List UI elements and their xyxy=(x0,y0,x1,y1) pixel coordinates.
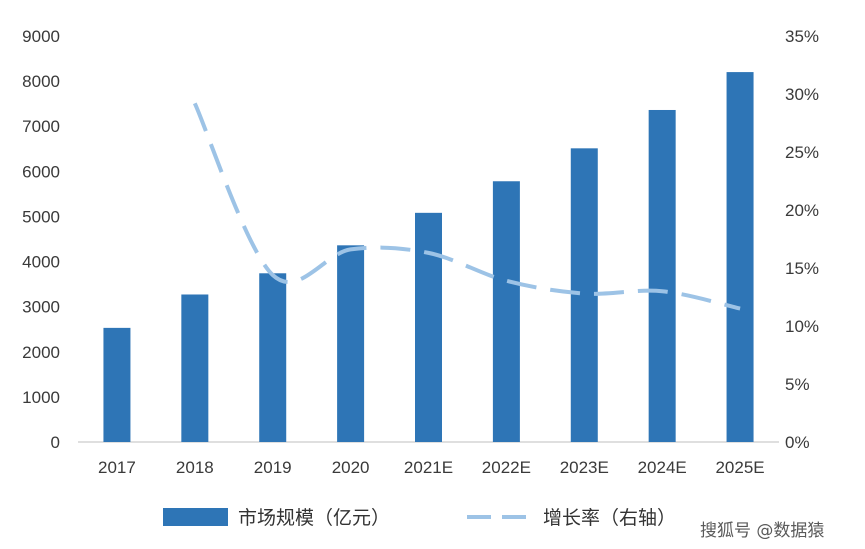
x-axis-ticks: 2017 2018 2019 2020 2021E 2022E 2023E 2024E 2025… xyxy=(98,458,765,477)
y-left-tick-label: 9000 xyxy=(22,27,60,46)
legend-line-label: 增长率（右轴） xyxy=(543,507,676,529)
y-left-tick-label: 0 xyxy=(51,433,60,452)
bar xyxy=(570,148,598,442)
bar xyxy=(415,212,442,442)
bar xyxy=(259,273,287,442)
y-axis-right-ticks: 0% 5% 10% 15% 20% 25% 30% 35% xyxy=(785,27,819,452)
y-right-tick-label: 5% xyxy=(785,375,810,394)
legend-bar-label: 市场规模（亿元） xyxy=(238,507,390,529)
x-tick-label: 2024E xyxy=(638,458,687,477)
y-left-tick-label: 8000 xyxy=(22,72,60,91)
y-right-tick-label: 30% xyxy=(785,85,819,104)
y-right-tick-label: 25% xyxy=(785,143,819,162)
watermark: 搜狐号 @数据猿 xyxy=(700,521,824,541)
x-tick-label: 2025E xyxy=(715,458,764,477)
x-tick-label: 2020 xyxy=(332,458,370,477)
y-left-tick-label: 5000 xyxy=(22,207,60,226)
y-axis-left-ticks: 0 1000 2000 3000 4000 5000 6000 7000 8000 9000 xyxy=(22,27,60,452)
legend-bar-swatch xyxy=(163,508,228,526)
y-left-tick-label: 3000 xyxy=(22,298,60,317)
bar-series xyxy=(103,72,754,442)
growth-rate-line xyxy=(192,102,741,311)
bar xyxy=(492,181,520,442)
legend: 市场规模（亿元） 增长率（右轴） xyxy=(163,507,676,529)
x-tick-label: 2019 xyxy=(254,458,292,477)
bar xyxy=(337,245,365,442)
bar xyxy=(648,109,676,442)
bar xyxy=(726,72,754,442)
y-left-tick-label: 6000 xyxy=(22,162,60,181)
x-tick-label: 2022E xyxy=(482,458,531,477)
x-tick-label: 2017 xyxy=(98,458,136,477)
x-tick-label: 2023E xyxy=(560,458,609,477)
y-right-tick-label: 20% xyxy=(785,201,819,220)
y-left-tick-label: 1000 xyxy=(22,388,60,407)
y-left-tick-label: 4000 xyxy=(22,253,60,272)
y-right-tick-label: 35% xyxy=(785,27,819,46)
y-left-tick-label: 7000 xyxy=(22,117,60,136)
y-right-tick-label: 15% xyxy=(785,259,819,278)
x-tick-label: 2021E xyxy=(404,458,453,477)
y-right-tick-label: 10% xyxy=(785,317,819,336)
y-left-tick-label: 2000 xyxy=(22,343,60,362)
y-right-tick-label: 0% xyxy=(785,433,810,452)
x-tick-label: 2018 xyxy=(176,458,214,477)
bar xyxy=(181,294,209,442)
bar xyxy=(103,327,131,442)
